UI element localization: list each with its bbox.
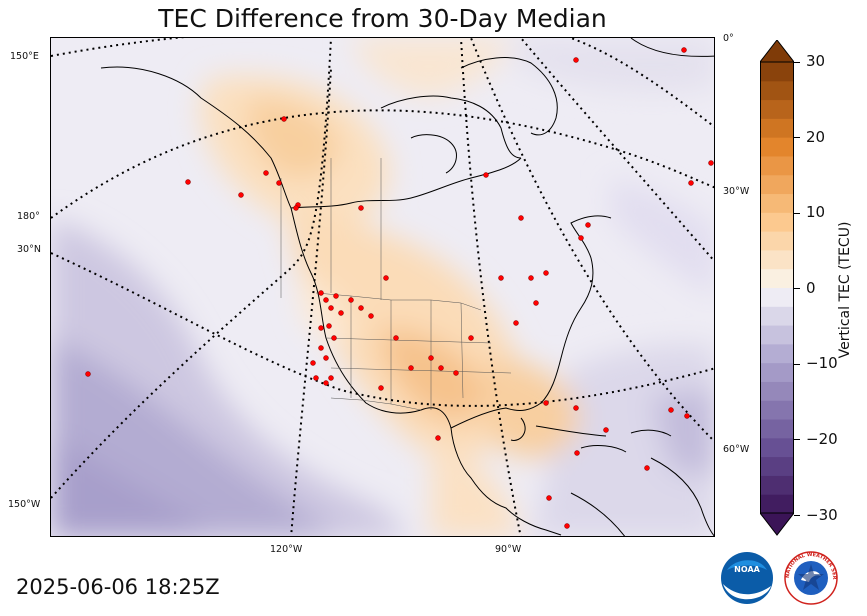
colorbar-band — [760, 456, 794, 476]
colorbar-band — [760, 419, 794, 439]
grid-label-60w: 60°W — [723, 444, 750, 455]
grid-label-30w: 30°W — [723, 186, 750, 197]
colorbar-band — [760, 437, 794, 458]
noaa-logo: NOAA — [721, 552, 773, 604]
agency-logos: NOAA NATIONAL WEATHER SERVICE — [721, 550, 838, 605]
colorbar-band — [760, 118, 794, 138]
graticule — [51, 38, 714, 536]
colorbar-bands — [760, 62, 794, 514]
colorbar-band — [760, 362, 794, 382]
grid-label-0: 0° — [723, 33, 734, 44]
colorbar-band — [760, 99, 794, 119]
colorbar-band — [760, 174, 794, 195]
colorbar-band — [760, 231, 794, 251]
colorbar-band — [760, 212, 794, 232]
colorbar-band — [760, 137, 794, 157]
timestamp: 2025-06-06 18:25Z — [16, 575, 220, 599]
grid-label-180: 180° — [17, 211, 40, 222]
colorbar-band — [760, 381, 794, 401]
colorbar-band — [760, 400, 794, 420]
coastlines — [100, 38, 714, 536]
colorbar-label: Vertical TEC (TECU) — [837, 221, 853, 359]
colorbar-low-extension — [760, 512, 794, 536]
colorbar-tick-minus20: −20 — [806, 430, 838, 448]
colorbar-band — [760, 494, 794, 514]
colorbar-band — [760, 306, 794, 326]
noaa-logo-text: NOAA — [734, 565, 760, 574]
grid-label-90w: 90°W — [495, 544, 522, 555]
colorbar-band — [760, 62, 794, 82]
colorbar-tick-20: 20 — [806, 128, 826, 146]
map-title: TEC Difference from 30-Day Median — [158, 4, 607, 33]
colorbar-band — [760, 287, 794, 307]
colorbar-tick-minus10: −10 — [806, 354, 838, 372]
colorbar-tick-minus30: −30 — [806, 506, 838, 524]
grid-label-120w: 120°W — [270, 544, 303, 555]
colorbar-band — [760, 268, 794, 288]
station-markers — [85, 47, 714, 529]
colorbar-band — [760, 343, 794, 364]
grid-label-150w: 150°W — [8, 499, 41, 510]
colorbar-band — [760, 475, 794, 495]
colorbar-band — [760, 193, 794, 213]
colorbar-tick-10: 10 — [806, 203, 826, 221]
colorbar — [760, 40, 794, 536]
colorbar-high-extension — [760, 40, 794, 63]
colorbar-band — [760, 325, 794, 345]
grid-label-150e: 150°E — [10, 51, 39, 62]
tec-map-graphic — [51, 38, 714, 536]
colorbar-tick-0: 0 — [806, 279, 816, 297]
tec-field — [51, 38, 714, 536]
tec-map[interactable] — [50, 37, 715, 537]
colorbar-band — [760, 155, 794, 176]
grid-label-30n: 30°N — [17, 244, 41, 255]
colorbar-band — [760, 249, 794, 270]
colorbar-band — [760, 80, 794, 101]
colorbar-tick-30: 30 — [806, 52, 826, 70]
